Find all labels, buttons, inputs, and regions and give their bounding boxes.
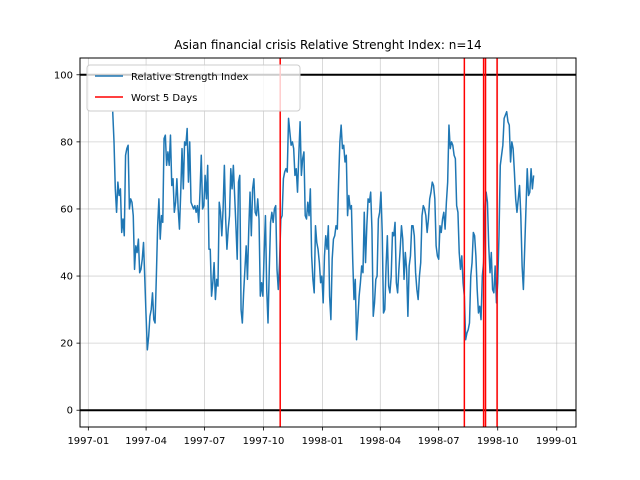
legend: Relative Strength Index Worst 5 Days [86, 64, 301, 112]
y-tick-label: 20 [60, 339, 73, 350]
x-tick-label: 1999-01 [536, 436, 578, 447]
y-tick-label: 40 [60, 272, 73, 283]
x-tick-label: 1997-10 [243, 436, 285, 447]
y-axis-ticks: 0 20 40 60 80 100 [54, 70, 80, 417]
worst-days-layer [279, 58, 498, 427]
y-tick-label: 100 [54, 70, 73, 81]
x-tick-label: 1998-04 [359, 436, 401, 447]
legend-label-worst-days: Worst 5 Days [131, 93, 197, 104]
x-tick-label: 1997-01 [67, 436, 109, 447]
y-tick-label: 0 [67, 406, 73, 417]
x-axis-ticks: 1997-01 1997-04 1997-07 1997-10 1998-01 1998-… [67, 427, 578, 447]
x-tick-label: 1998-10 [477, 436, 519, 447]
chart-title: Asian financial crisis Relative Strenght… [174, 38, 481, 52]
series-layer [111, 110, 535, 351]
legend-label-rsi: Relative Strength Index [131, 72, 249, 83]
legend-box [86, 64, 301, 112]
x-tick-label: 1998-07 [418, 436, 460, 447]
y-tick-label: 80 [60, 137, 73, 148]
x-tick-label: 1997-04 [125, 436, 167, 447]
y-tick-label: 60 [60, 204, 73, 215]
x-tick-label: 1997-07 [184, 436, 226, 447]
plot-frame [79, 57, 577, 428]
rsi-series-line [111, 110, 535, 351]
x-tick-label: 1998-01 [302, 436, 344, 447]
